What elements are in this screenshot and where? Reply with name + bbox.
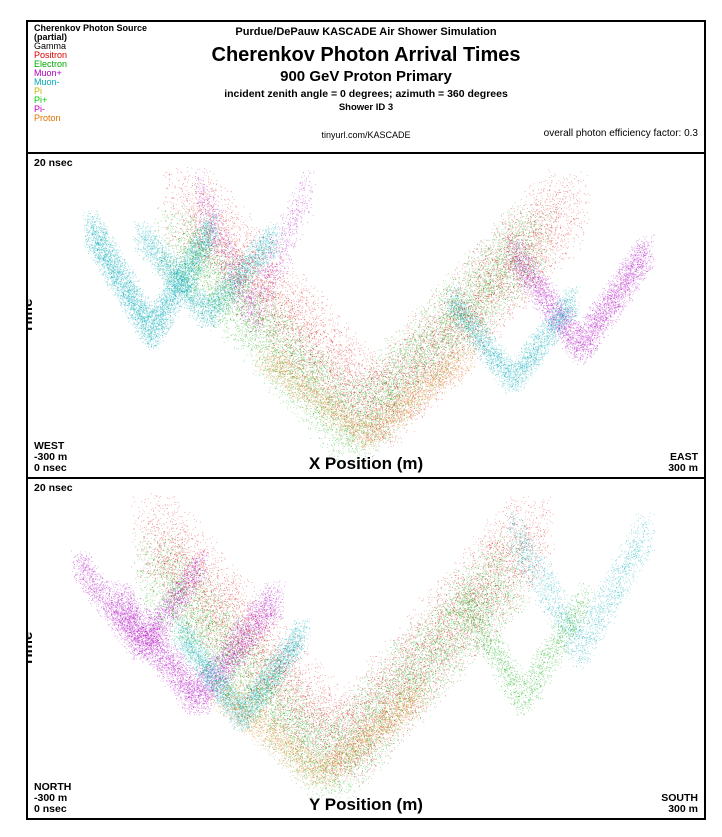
main-title: Cherenkov Photon Arrival Times xyxy=(28,44,704,67)
suptitle: Purdue/DePauw KASCADE Air Shower Simulat… xyxy=(28,26,704,38)
angles-line: incident zenith angle = 0 degrees; azimu… xyxy=(28,88,704,100)
panel-x-position: Time 20 nsec WEST -300 m 0 nsec EAST 300… xyxy=(28,154,704,479)
scatter-y xyxy=(28,479,704,818)
y-axis-label-top: Time xyxy=(28,298,36,333)
time-max-top: 20 nsec xyxy=(34,158,73,169)
legend-item: Proton xyxy=(34,114,147,123)
scatter-x xyxy=(28,154,704,477)
x-axis-label-bot: Y Position (m) xyxy=(28,795,704,815)
panel-y-position: Time 20 nsec NORTH -300 m 0 nsec SOUTH 3… xyxy=(28,479,704,818)
y-axis-label-bot: Time xyxy=(28,631,36,666)
header-area: Cherenkov Photon Source (partial) GammaP… xyxy=(28,22,704,154)
time-max-bot: 20 nsec xyxy=(34,483,73,494)
figure-frame: Cherenkov Photon Source (partial) GammaP… xyxy=(26,20,706,820)
subtitle: 900 GeV Proton Primary xyxy=(28,68,704,85)
shower-id: Shower ID 3 xyxy=(28,102,704,113)
efficiency-label: overall photon efficiency factor: 0.3 xyxy=(544,128,698,139)
x-axis-label-top: X Position (m) xyxy=(28,454,704,474)
